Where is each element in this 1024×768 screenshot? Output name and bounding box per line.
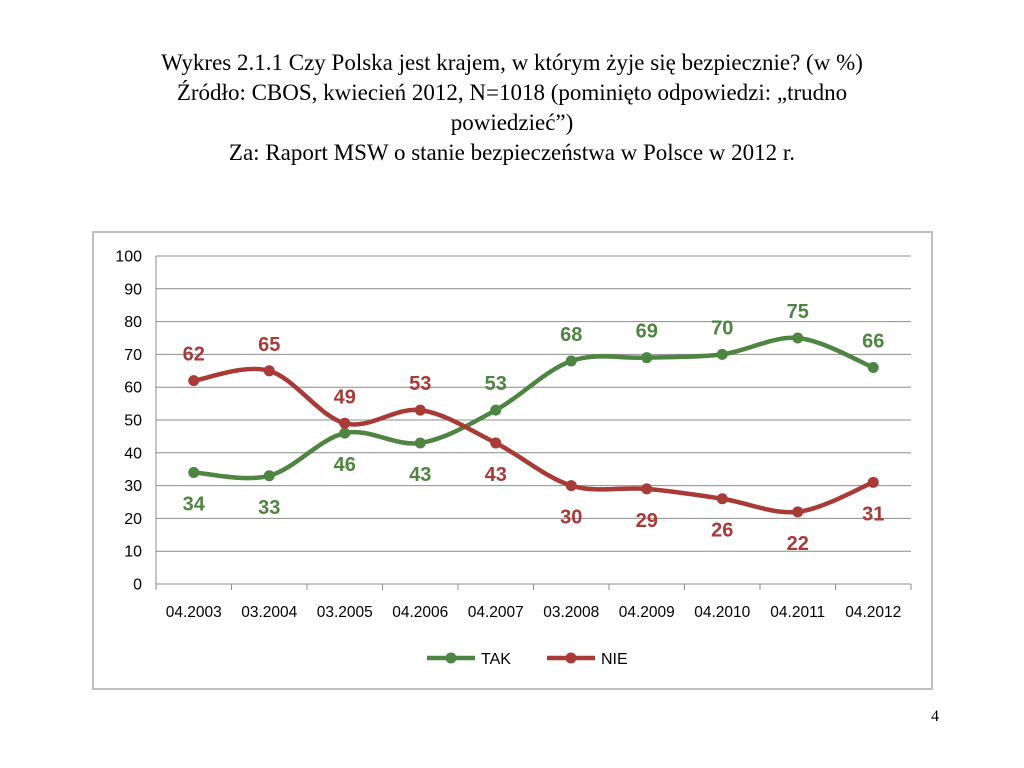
data-point-tak	[339, 427, 351, 439]
data-point-tak	[867, 362, 879, 374]
data-point-nie	[188, 375, 200, 387]
data-point-nie	[867, 476, 879, 488]
data-label-tak: 53	[485, 373, 507, 395]
x-tick-label: 03.2008	[543, 604, 599, 621]
title-line-4: Za: Raport MSW o stanie bezpieczeństwa w…	[228, 140, 796, 165]
y-tick-label: 80	[124, 314, 142, 331]
data-point-nie	[414, 404, 426, 416]
line-chart: 0 10 20 30 40 50 60 70 80 90 100 04.2003 03.2004 03.2…	[115, 249, 912, 668]
data-point-tak	[716, 348, 728, 360]
data-point-nie	[490, 437, 502, 449]
series-line-tak	[191, 335, 876, 481]
data-point-nie	[641, 483, 653, 495]
y-tick-label: 70	[124, 347, 142, 364]
y-tick-label: 10	[124, 544, 142, 561]
data-label-tak: 75	[787, 301, 809, 323]
data-point-nie	[339, 417, 351, 429]
data-label-tak: 33	[258, 497, 280, 519]
y-tick-label: 20	[124, 511, 142, 528]
data-point-tak	[414, 437, 426, 449]
series-line-nie	[191, 366, 876, 515]
x-tick-label: 04.2006	[392, 604, 448, 621]
legend-label-nie: NIE	[601, 651, 628, 668]
data-label-nie: 49	[334, 386, 356, 408]
data-label-nie: 29	[636, 510, 658, 532]
data-label-nie: 31	[862, 503, 884, 525]
data-point-tak	[263, 470, 275, 482]
y-tick-label: 40	[124, 445, 142, 462]
x-tick-label: 04.2007	[468, 604, 524, 621]
data-point-tak	[188, 466, 200, 478]
x-tick-label: 04.2010	[694, 604, 750, 621]
x-tick-label: 04.2012	[845, 604, 901, 621]
data-label-tak: 66	[862, 331, 884, 353]
data-label-tak: 70	[711, 317, 733, 339]
x-tick-label: 04.2009	[619, 604, 675, 621]
data-label-nie: 30	[560, 507, 582, 529]
data-label-nie: 65	[258, 334, 280, 356]
data-point-tak	[565, 355, 577, 367]
y-tick-label: 0	[133, 577, 142, 594]
title-line-3: powiedzieć”)	[450, 110, 574, 135]
data-label-tak: 34	[183, 493, 206, 515]
page-number: 4	[931, 708, 939, 725]
legend-marker-tak	[445, 652, 457, 664]
data-label-nie: 43	[485, 464, 507, 486]
data-label-nie: 62	[183, 344, 205, 366]
y-tick-label: 100	[115, 249, 142, 266]
data-point-nie	[263, 365, 275, 377]
y-tick-label: 30	[124, 478, 142, 495]
data-label-nie: 53	[409, 373, 431, 395]
x-tick-label: 03.2005	[317, 604, 373, 621]
data-point-tak	[641, 352, 653, 364]
data-point-tak	[490, 404, 502, 416]
y-tick-label: 90	[124, 281, 142, 298]
data-point-nie	[565, 480, 577, 492]
y-tick-label: 50	[124, 413, 142, 430]
data-label-tak: 46	[334, 454, 356, 476]
y-tick-label: 60	[124, 380, 142, 397]
x-tick-label: 04.2003	[166, 604, 222, 621]
data-label-tak: 43	[409, 464, 431, 486]
data-label-nie: 26	[711, 520, 733, 542]
chart-frame: 0 10 20 30 40 50 60 70 80 90 100 04.2003 03.2004 03.2…	[92, 231, 933, 690]
data-point-tak	[792, 332, 804, 344]
x-tick-label: 03.2004	[241, 604, 297, 621]
data-point-nie	[792, 506, 804, 518]
data-label-nie: 22	[787, 533, 809, 555]
legend-marker-nie	[565, 652, 577, 664]
data-label-tak: 69	[636, 321, 658, 343]
slide-title: Wykres 2.1.1 Czy Polska jest krajem, w k…	[40, 48, 984, 168]
legend-label-tak: TAK	[481, 651, 511, 668]
title-line-1: Wykres 2.1.1 Czy Polska jest krajem, w k…	[161, 50, 863, 75]
data-label-tak: 68	[560, 324, 582, 346]
x-tick-label: 04.2011	[770, 604, 825, 621]
data-point-nie	[716, 493, 728, 505]
title-line-2: Źródło: CBOS, kwiecień 2012, N=1018 (pom…	[176, 80, 848, 105]
